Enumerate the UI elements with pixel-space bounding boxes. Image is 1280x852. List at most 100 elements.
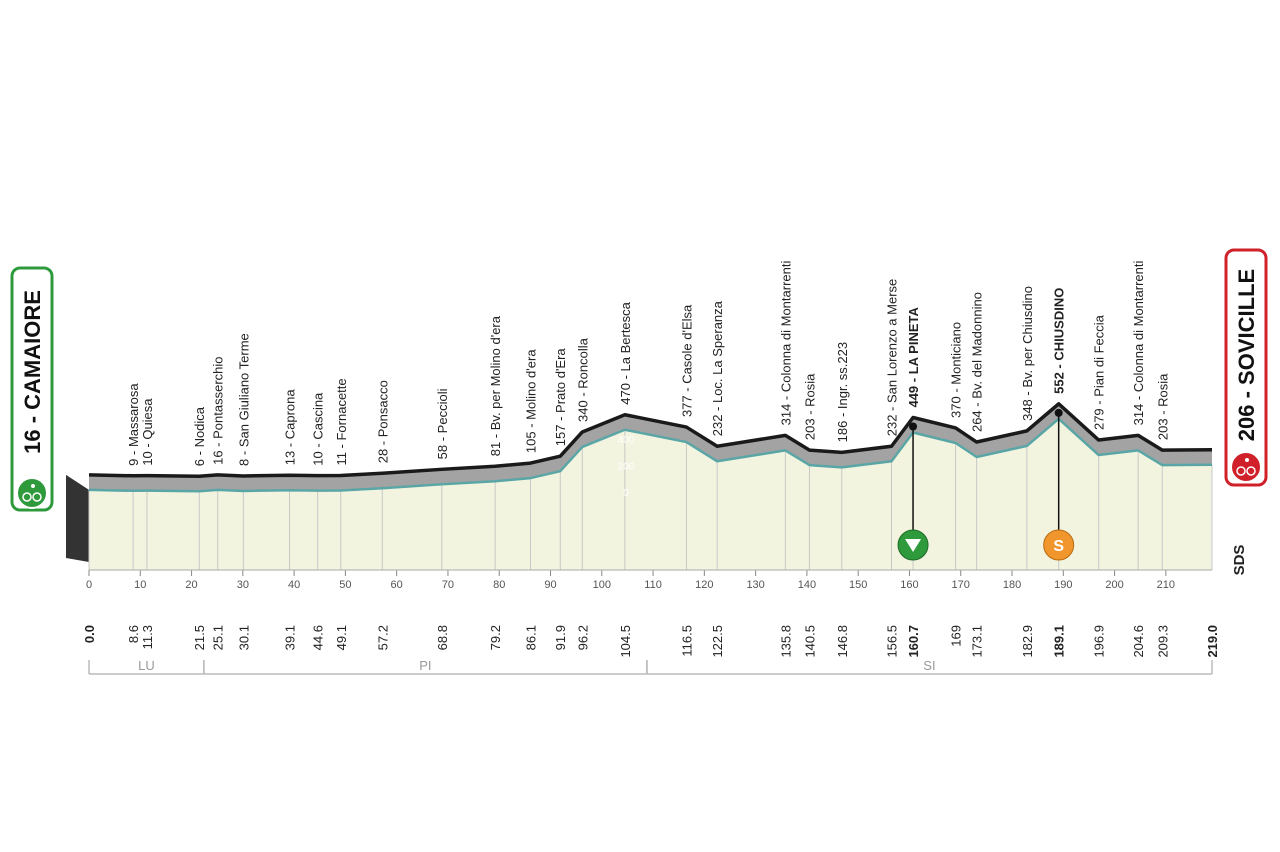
waypoint-label: 340 - Roncolla (575, 337, 590, 422)
km-label: 96.2 (575, 625, 590, 650)
wheel (1246, 466, 1256, 476)
km-label: 79.2 (488, 625, 503, 650)
km-label: 0.0 (82, 625, 97, 643)
region-label: PI (419, 658, 431, 673)
waypoint-label: 203 - Rosia (1155, 373, 1170, 440)
marker-dot (1054, 408, 1063, 417)
x-tick-label: 110 (644, 579, 662, 591)
waypoint-label: 370 - Monticiano (949, 322, 964, 418)
km-label: 57.2 (375, 625, 390, 650)
km-label: 196.9 (1092, 625, 1107, 658)
waypoint-label: 157 - Prato d'Era (553, 348, 568, 447)
finish-label: 206 - SOVICILLE (1234, 269, 1259, 441)
x-tick-label: 200 (1105, 579, 1123, 591)
x-tick-label: 30 (237, 579, 249, 591)
km-label: 219.0 (1205, 625, 1220, 658)
start-label: 16 - CAMAIORE (20, 290, 45, 454)
rider-head (31, 484, 35, 488)
waypoint-label: 449 - LA PINETA (906, 306, 921, 407)
waypoint-label: 264 - Bv. del Madonnino (970, 292, 985, 432)
x-tick-label: 0 (86, 579, 92, 591)
profile-top (88, 402, 1213, 478)
waypoint-label: 28 - Ponsacco (375, 380, 390, 463)
x-tick-label: 160 (900, 579, 918, 591)
waypoint-label: 470 - La Bertesca (618, 301, 633, 404)
altitude-tick-label: 400 (618, 435, 635, 446)
km-label: 173.1 (970, 625, 985, 658)
region-label: SI (923, 658, 935, 673)
waypoint-label: 10 - Quiesa (140, 398, 155, 466)
waypoint-label: 186 - Ingr. ss.223 (835, 342, 850, 442)
altitude-tick-label: 0 (623, 488, 629, 499)
plot-area (89, 418, 1212, 570)
km-label: 204.6 (1131, 625, 1146, 658)
x-tick-label: 80 (493, 579, 505, 591)
altitude-tick-label: 200 (618, 462, 635, 473)
x-tick-label: 180 (1003, 579, 1021, 591)
km-label: 116.5 (679, 625, 694, 657)
profile-line (88, 417, 1213, 493)
waypoint-label: 10 - Cascina (311, 392, 326, 466)
x-tick-label: 170 (952, 579, 970, 591)
km-label: 104.5 (618, 625, 633, 658)
km-label: 189.1 (1052, 625, 1067, 658)
km-label: 86.1 (524, 625, 539, 650)
waypoint-label: 232 - San Lorenzo a Merse (885, 279, 900, 437)
km-label: 25.1 (211, 625, 226, 650)
waypoint-label: 314 - Colonna di Montarrenti (778, 261, 793, 426)
km-label: 49.1 (334, 625, 349, 650)
x-tick-label: 120 (695, 579, 713, 591)
waypoint-label: 348 - Bv. per Chiusdino (1020, 286, 1035, 421)
km-label: 91.9 (553, 625, 568, 650)
profile-band (89, 403, 1212, 492)
waypoint-label: 6 - Nodica (192, 406, 207, 466)
waypoint-label: 11 - Fornacette (334, 378, 349, 465)
km-label: 122.5 (710, 625, 725, 658)
kom-arrow (905, 539, 922, 552)
waypoint-label: 377 - Casole d'Elsa (679, 304, 694, 417)
x-tick-label: 100 (593, 579, 611, 591)
x-tick-label: 40 (288, 579, 300, 591)
km-label: 182.9 (1020, 625, 1035, 658)
km-label: 209.3 (1155, 625, 1170, 658)
km-label: 30.1 (236, 625, 251, 650)
km-label: 135.8 (778, 625, 793, 658)
km-label: 146.8 (835, 625, 850, 658)
sprint-letter: S (1053, 538, 1064, 555)
x-tick-label: 10 (134, 579, 146, 591)
wheel (32, 492, 42, 502)
x-tick-label: 130 (746, 579, 764, 591)
cyclist-icon (1230, 451, 1262, 483)
finish-badge (1224, 248, 1268, 487)
waypoint-label: 232 - Loc. La Speranza (710, 300, 725, 436)
waypoint-label: 8 - San Giuliano Terme (236, 333, 251, 466)
x-tick-label: 50 (339, 579, 351, 591)
km-label: 21.5 (192, 625, 207, 650)
waypoint-label: 13 - Caprona (282, 389, 297, 466)
rider-head (1245, 458, 1249, 462)
km-label: 39.1 (282, 625, 297, 650)
region-label: LU (138, 658, 155, 673)
waypoint-label: 314 - Colonna di Montarrenti (1131, 261, 1146, 426)
waypoint-label: 58 - Peccioli (435, 388, 450, 459)
marker-dot (909, 422, 918, 431)
waypoint-label: 105 - Molino d'era (524, 349, 539, 453)
km-label: 156.5 (885, 625, 900, 658)
x-tick-label: 20 (185, 579, 197, 591)
waypoint-label: 203 - Rosia (802, 373, 817, 440)
waypoint-label: 9 - Massarosa (126, 383, 141, 466)
x-tick-label: 150 (849, 579, 867, 591)
km-label: 11.3 (140, 625, 155, 649)
waypoint-label: 81 - Bv. per Molino d'era (488, 315, 503, 456)
km-label: 8.6 (126, 625, 141, 643)
km-label: 160.7 (906, 625, 921, 658)
cyclist-icon (16, 477, 48, 509)
x-tick-label: 90 (544, 579, 556, 591)
start-wall (66, 474, 89, 562)
x-tick-label: 140 (798, 579, 816, 591)
waypoint-label: 279 - Pian di Feccia (1092, 314, 1107, 430)
logo: SDS (1231, 545, 1248, 576)
x-tick-label: 60 (391, 579, 403, 591)
